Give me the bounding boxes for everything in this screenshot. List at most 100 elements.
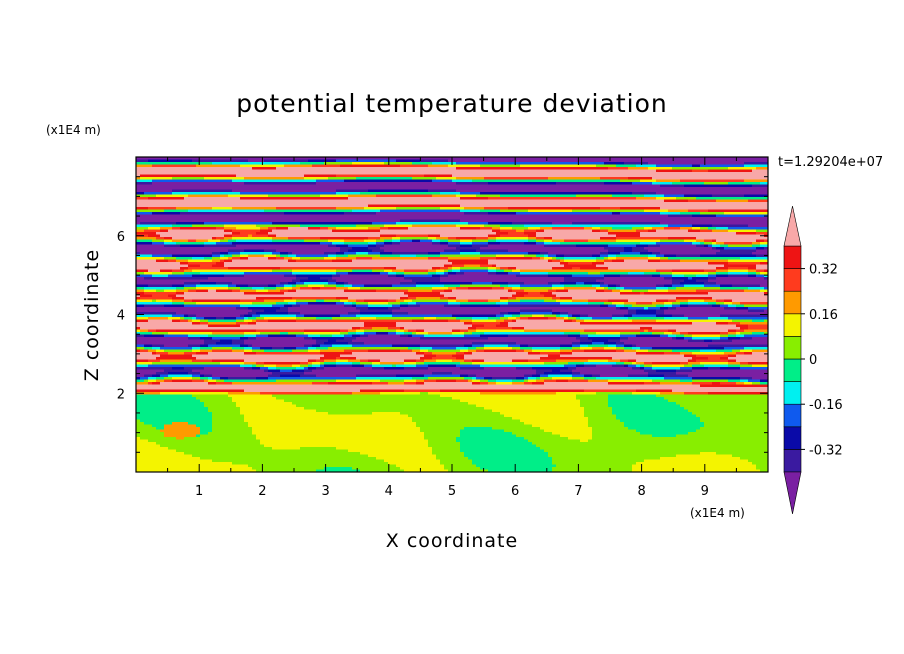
field-cell — [376, 184, 381, 188]
field-cell — [740, 162, 745, 166]
field-cell — [192, 207, 197, 211]
field-cell — [328, 174, 333, 178]
field-cell — [340, 162, 345, 166]
field-cell — [568, 189, 573, 193]
field-cell — [712, 157, 717, 161]
field-cell — [144, 169, 149, 173]
field-cell — [196, 212, 201, 216]
field-cell — [372, 164, 377, 168]
field-cell — [644, 174, 649, 178]
field-cell — [764, 159, 768, 163]
field-cell — [680, 157, 685, 161]
field-cell — [568, 182, 573, 186]
field-cell — [436, 219, 441, 223]
field-cell — [412, 232, 417, 236]
field-cell — [624, 222, 629, 226]
field-cell — [712, 164, 717, 168]
field-cell — [148, 212, 153, 216]
field-cell — [316, 159, 321, 163]
field-cell — [672, 204, 677, 208]
field-cell — [516, 174, 521, 178]
field-cell — [736, 172, 741, 176]
field-cell — [760, 194, 765, 198]
field-cell — [192, 179, 197, 183]
field-cell — [720, 192, 725, 196]
field-cell — [192, 184, 197, 188]
field-cell — [280, 174, 285, 178]
field-cell — [316, 229, 321, 233]
field-cell — [216, 224, 221, 228]
field-cell — [168, 192, 173, 196]
field-cell — [716, 192, 721, 196]
field-cell — [740, 167, 745, 171]
field-cell — [136, 187, 141, 191]
field-cell — [720, 177, 725, 181]
field-cell — [736, 169, 741, 173]
field-cell — [340, 227, 345, 231]
field-cell — [364, 219, 369, 223]
field-cell — [340, 229, 345, 233]
field-cell — [136, 222, 141, 226]
field-cell — [332, 207, 337, 211]
field-cell — [604, 189, 609, 193]
field-cell — [692, 224, 697, 228]
field-cell — [684, 209, 689, 213]
field-cell — [152, 207, 157, 211]
field-cell — [308, 184, 313, 188]
field-cell — [156, 227, 161, 231]
field-cell — [240, 197, 245, 201]
field-cell — [364, 177, 369, 181]
field-cell — [416, 179, 421, 183]
field-cell — [408, 202, 413, 206]
field-cell — [288, 184, 293, 188]
field-cell — [240, 174, 245, 178]
field-cell — [484, 162, 489, 166]
field-cell — [316, 194, 321, 198]
field-cell — [292, 177, 297, 181]
field-cell — [512, 197, 517, 201]
field-cell — [664, 189, 669, 193]
field-cell — [380, 197, 385, 201]
field-cell — [380, 214, 385, 218]
field-cell — [340, 217, 345, 221]
field-cell — [504, 194, 509, 198]
field-cell — [616, 169, 621, 173]
field-cell — [716, 229, 721, 233]
field-cell — [728, 204, 733, 208]
field-cell — [748, 159, 753, 163]
field-cell — [560, 194, 565, 198]
field-cell — [532, 204, 537, 208]
field-cell — [228, 172, 233, 176]
field-cell — [448, 232, 453, 236]
field-cell — [540, 207, 545, 211]
field-cell — [656, 159, 661, 163]
field-cell — [252, 192, 257, 196]
field-cell — [484, 217, 489, 221]
field-cell — [536, 174, 541, 178]
field-cell — [432, 157, 437, 161]
field-cell — [288, 214, 293, 218]
field-cell — [760, 189, 765, 193]
field-cell — [236, 217, 241, 221]
field-cell — [264, 209, 269, 213]
field-cell — [172, 197, 177, 201]
field-cell — [168, 229, 173, 233]
field-cell — [584, 192, 589, 196]
field-cell — [456, 194, 461, 198]
field-cell — [296, 207, 301, 211]
field-cell — [744, 159, 749, 163]
field-cell — [408, 159, 413, 163]
field-cell — [548, 182, 553, 186]
field-cell — [412, 199, 417, 203]
field-cell — [488, 217, 493, 221]
field-cell — [448, 184, 453, 188]
field-cell — [464, 164, 469, 168]
field-cell — [284, 207, 289, 211]
field-cell — [700, 209, 705, 213]
field-cell — [748, 172, 753, 176]
field-cell — [204, 214, 209, 218]
field-cell — [148, 209, 153, 213]
field-cell — [480, 189, 485, 193]
field-cell — [332, 187, 337, 191]
field-cell — [288, 192, 293, 196]
